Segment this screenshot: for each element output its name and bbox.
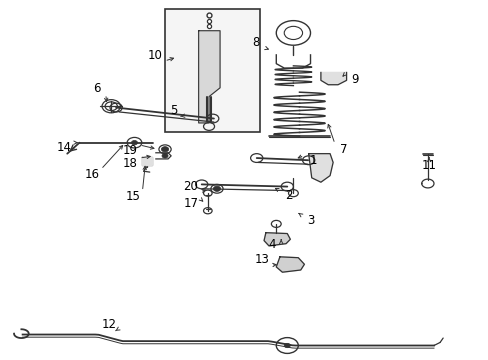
Text: 14: 14 (57, 141, 72, 154)
Text: 12: 12 (101, 318, 116, 330)
Text: 16: 16 (84, 168, 99, 181)
Text: 11: 11 (421, 159, 436, 172)
Polygon shape (142, 157, 151, 165)
Polygon shape (264, 233, 290, 246)
Text: 4: 4 (268, 238, 275, 252)
Text: 15: 15 (125, 190, 141, 203)
Polygon shape (276, 257, 304, 272)
Polygon shape (320, 72, 346, 85)
Polygon shape (198, 31, 220, 123)
Text: 13: 13 (254, 253, 268, 266)
Text: 7: 7 (340, 143, 347, 156)
Circle shape (131, 140, 137, 145)
Polygon shape (308, 154, 332, 182)
Text: 8: 8 (251, 36, 259, 49)
Text: 3: 3 (306, 214, 314, 227)
Circle shape (161, 147, 168, 152)
Text: 19: 19 (122, 144, 138, 157)
Text: 1: 1 (309, 154, 317, 167)
Text: 18: 18 (122, 157, 137, 170)
Circle shape (213, 186, 220, 192)
Text: 10: 10 (147, 49, 163, 62)
Text: 20: 20 (183, 180, 198, 193)
Text: 17: 17 (183, 197, 198, 210)
Text: 5: 5 (170, 104, 178, 117)
Circle shape (162, 154, 168, 158)
Text: 9: 9 (350, 72, 358, 86)
Text: 6: 6 (93, 82, 100, 95)
Bar (164, 9, 259, 132)
Text: 2: 2 (284, 189, 292, 202)
Circle shape (284, 343, 290, 348)
